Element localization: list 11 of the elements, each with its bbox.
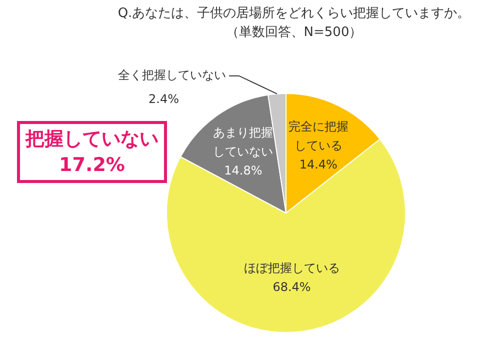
chart-subtitle: （単数回答、N=500） <box>224 24 364 42</box>
data-label: 2.4% <box>148 92 179 106</box>
slice-label: あまり把握していない <box>213 126 274 159</box>
chart-title: Q.あなたは、子供の居場所をどれくらい把握していますか。 <box>116 5 472 23</box>
text: 把握していない 17.2% <box>17 121 167 183</box>
slice-label: 完全に把握している <box>288 119 348 152</box>
slice-label: 全く把握していない <box>118 68 226 82</box>
data-label: 14.4% <box>299 157 338 172</box>
slice-label: ほぼ把握している <box>244 261 340 276</box>
data-label: 68.4% <box>272 280 311 294</box>
data-label: 14.8% <box>224 164 262 178</box>
